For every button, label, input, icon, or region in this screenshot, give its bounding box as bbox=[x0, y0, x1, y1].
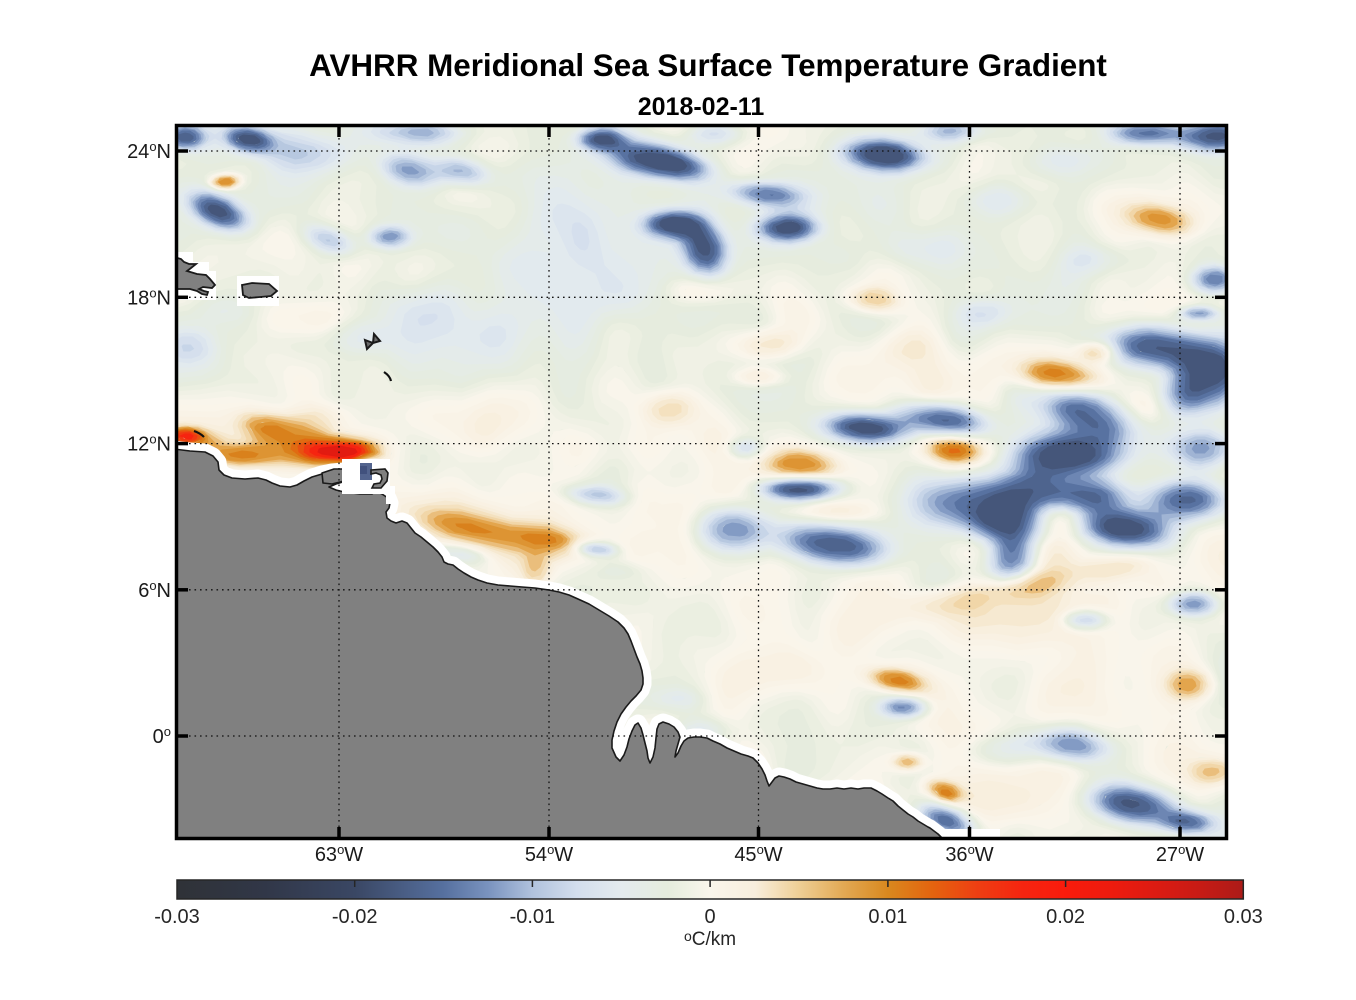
svg-text:0.02: 0.02 bbox=[1046, 906, 1085, 928]
svg-text:-0.01: -0.01 bbox=[510, 906, 556, 928]
svg-text:0.01: 0.01 bbox=[868, 906, 907, 928]
svg-text:-0.03: -0.03 bbox=[154, 906, 200, 928]
svg-text:24oN: 24oN bbox=[127, 139, 171, 163]
svg-text:45oW: 45oW bbox=[734, 842, 782, 866]
svg-text:-0.02: -0.02 bbox=[332, 906, 378, 928]
svg-text:27oW: 27oW bbox=[1156, 842, 1204, 866]
svg-text:2018-02-11: 2018-02-11 bbox=[638, 93, 765, 121]
svg-text:36oW: 36oW bbox=[945, 842, 993, 866]
svg-text:AVHRR Meridional Sea Surface T: AVHRR Meridional Sea Surface Temperature… bbox=[309, 48, 1107, 83]
svg-text:12oN: 12oN bbox=[127, 432, 171, 456]
svg-text:54oW: 54oW bbox=[525, 842, 573, 866]
svg-text:6oN: 6oN bbox=[138, 578, 171, 602]
svg-text:63oW: 63oW bbox=[315, 842, 363, 866]
svg-text:0.03: 0.03 bbox=[1224, 906, 1263, 928]
svg-text:oC/km: oC/km bbox=[684, 928, 736, 950]
svg-text:18oN: 18oN bbox=[127, 285, 171, 309]
svg-text:0: 0 bbox=[705, 906, 716, 928]
